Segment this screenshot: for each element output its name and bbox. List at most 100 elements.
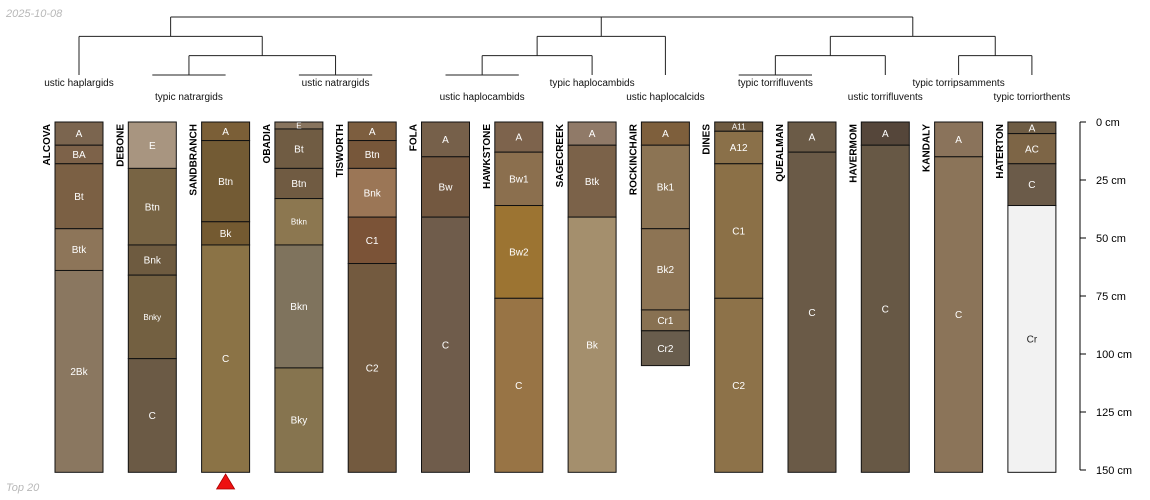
marker-triangle [215,473,236,490]
horizon-kandaly-c [934,156,984,473]
depth-tick-label: 0 cm [1096,117,1120,129]
horizon-label: C [442,340,449,351]
horizon-label: Bw [439,183,454,194]
group-labels: ustic haplargids typic natrargids ustic na… [44,78,1070,103]
profile-name-obadia: OBADIA [262,124,273,163]
horizon-label: Bk [586,340,599,351]
horizon-label: C [149,411,156,422]
horizon-debone-e [127,121,177,169]
horizon-label: A [955,135,962,146]
horizon-quealman-c [787,151,837,473]
horizon-tisworth-c1 [347,216,397,265]
horizon-label: Btn [145,202,160,213]
horizon-sandbranch-c [201,244,251,473]
horizon-hawkstone-bw2 [494,205,544,299]
horizon-label: A [222,127,229,138]
group-label-typic-torriorthents: typic torriorthents [994,92,1071,103]
horizon-label: Btkn [291,218,307,227]
horizon-label: AC [1025,144,1039,155]
horizon-label: Cr [1027,335,1038,346]
group-label-typic-haplocambids: typic haplocambids [550,78,635,89]
group-label-typic-torripsamments: typic torripsamments [912,78,1004,89]
horizon-label: C [515,381,522,392]
horizon-label: Cr1 [657,316,674,327]
depth-tick-label: 50 cm [1096,233,1126,245]
horizon-label: Bw2 [509,248,529,259]
profile-hawkstone: A Bw1 Bw2 C HAWKSTONE [482,121,544,473]
horizon-alcova-bt [54,163,104,230]
horizon-label: Bky [291,416,308,427]
group-label-ustic-haplocalcids: ustic haplocalcids [626,92,704,103]
horizon-fola-bw [421,156,470,218]
horizon-label: Btn [291,179,306,190]
horizon-label: E [149,141,156,152]
horizon-hawkstone-a [494,121,544,153]
profile-name-kandaly: KANDALY [922,124,933,172]
horizon-label: C1 [366,236,379,247]
profile-sandbranch: A Btn Bk C SANDBRANCH [189,121,251,473]
horizon-obadia-btkn [274,198,324,246]
profile-alcova: A BA Bt Btk 2Bk ALCOVA [42,121,104,473]
profile-name-alcova: ALCOVA [42,124,53,165]
profile-sagecreek: A Btk Bk SAGECREEK [555,121,617,473]
profile-name-sandbranch: SANDBRANCH [189,124,200,196]
profile-name-sagecreek: SAGECREEK [555,123,566,187]
profile-kandaly: A C KANDALY [922,121,984,473]
depth-tick-label: 75 cm [1096,291,1126,303]
horizon-label: A [809,133,816,144]
horizon-sandbranch-btn [201,140,251,223]
depth-tick-label: 100 cm [1096,349,1132,361]
profile-tisworth: A Btn Bnk C1 C2 TISWORTH [335,121,397,473]
horizon-obadia-bt [274,128,324,169]
horizon-rockinchair-bk2 [640,228,690,311]
horizon-hawkstone-bw1 [494,151,544,207]
profile-obadia: E Bt Btn Btkn Bkn Bky OBADIA [262,121,324,473]
dendrogram [78,16,1033,76]
horizon-label: A [442,135,449,146]
horizon-label: Bw1 [509,174,529,185]
profile-dines: A11 A12 C1 C2 DINES [702,121,764,473]
horizon-label: Bkn [290,302,307,313]
profile-name-quealman: QUEALMAN [775,124,786,182]
horizon-label: Bnk [144,256,162,267]
marker-layer [215,473,236,490]
horizon-label: C2 [732,381,745,392]
profile-quealman: A C QUEALMAN [775,121,837,473]
profile-name-rockinchair: ROCKINCHAIR [628,123,639,195]
horizon-dines-c1 [714,163,764,299]
horizon-label: A11 [732,123,746,132]
horizon-label: C [882,304,889,315]
profile-name-dines: DINES [702,124,713,155]
depth-tick-label: 125 cm [1096,407,1132,419]
horizon-rockinchair-cr2 [640,330,690,367]
horizon-label: A [882,129,889,140]
horizon-label: A12 [730,143,748,154]
depth-tick-label: 150 cm [1096,465,1132,477]
soil-profiles: A BA Bt Btk 2Bk ALCOVA E Btn Bnk Bnky C DEBONE A Btn B… [42,121,1057,473]
horizon-label: Bt [74,192,84,203]
profile-fola: A Bw C FOLA [409,121,470,473]
horizon-label: C [955,310,962,321]
horizon-label: C [1028,180,1035,191]
group-label-ustic-torrifluvents: ustic torrifluvents [848,92,923,103]
horizon-label: C1 [732,227,745,238]
horizon-label: Btn [365,150,380,161]
profile-haterton: A AC C Cr HATERTON [995,121,1057,473]
footer-label: Top 20 [6,482,40,494]
horizon-tisworth-bnk [347,167,397,218]
profile-name-hawkstone: HAWKSTONE [482,124,493,189]
horizon-label: Bk [220,229,233,240]
horizon-sagecreek-bk [567,216,617,473]
horizon-obadia-bky [274,367,324,473]
profile-name-fola: FOLA [409,124,420,151]
horizon-label: BA [72,150,86,161]
horizon-label: Bt [294,144,304,155]
horizon-label: E [296,121,301,130]
horizon-debone-c [127,358,177,473]
group-label-typic-torrifluvents: typic torrifluvents [738,78,813,89]
horizon-label: A [1029,123,1036,134]
horizon-label: C [808,308,815,319]
date-stamp: 2025-10-08 [6,8,63,20]
horizon-label: Bnky [143,313,161,322]
horizon-debone-bnky [127,274,177,360]
